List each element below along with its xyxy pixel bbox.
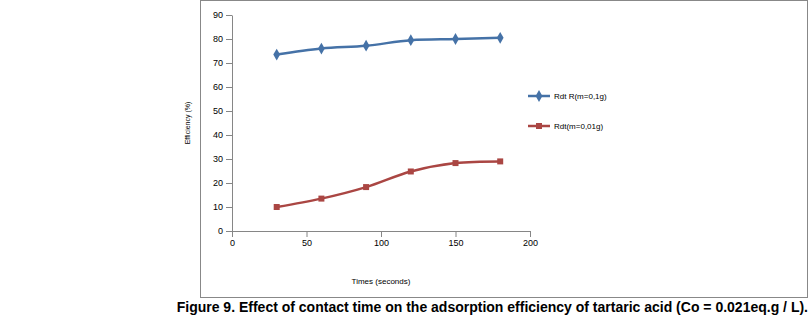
x-tick-mark: [232, 231, 233, 237]
x-tick-label: 0: [230, 238, 235, 248]
y-tick: 30: [213, 154, 232, 164]
y-tick-mark: [226, 207, 232, 208]
y-tick-mark: [226, 111, 232, 112]
x-tick-mark: [530, 231, 531, 237]
y-tick-label: 60: [213, 82, 223, 92]
legend-item: Rdt R(m=0,1g): [528, 90, 607, 102]
y-tick-label: 80: [213, 34, 223, 44]
series-marker: [408, 168, 414, 174]
y-tick-mark: [226, 63, 232, 64]
series-marker: [318, 196, 324, 202]
x-axis-title: Times (seconds): [352, 277, 411, 286]
y-tick-mark: [226, 135, 232, 136]
x-tick-label: 150: [448, 238, 463, 248]
series-line: [277, 161, 501, 207]
y-tick-mark: [226, 231, 232, 232]
y-tick-mark: [226, 39, 232, 40]
y-tick-label: 90: [213, 10, 223, 20]
y-tick-label: 30: [213, 154, 223, 164]
plot-marks: [273, 32, 503, 210]
y-tick: 50: [213, 106, 232, 116]
y-axis-title: Efficiency (%): [184, 102, 192, 145]
series-marker: [273, 49, 280, 61]
x-tick: 150: [448, 231, 463, 248]
y-tick-mark: [226, 159, 232, 160]
legend-label: Rdt(m=0,01g): [554, 122, 603, 131]
x-tick-mark: [456, 231, 457, 237]
series-marker: [497, 158, 503, 164]
y-axis: 0 10 20 30 40 50 60 70 80 90: [213, 10, 233, 236]
y-tick-label: 40: [213, 130, 223, 140]
x-tick: 200: [523, 231, 538, 248]
chart-frame: [201, 1, 808, 298]
legend-marker: [536, 90, 543, 102]
y-tick: 80: [213, 34, 232, 44]
legend-label: Rdt R(m=0,1g): [554, 92, 607, 101]
y-tick-label: 70: [213, 58, 223, 68]
y-tick-mark: [226, 183, 232, 184]
y-tick: 90: [213, 10, 232, 20]
y-tick-mark: [226, 15, 232, 16]
x-tick-label: 200: [523, 238, 538, 248]
series-marker: [453, 160, 459, 166]
series-line: [277, 38, 501, 55]
series-marker: [318, 43, 325, 55]
y-tick: 60: [213, 82, 232, 92]
series-marker: [407, 34, 414, 46]
y-tick-label: 20: [213, 178, 223, 188]
series-marker: [274, 204, 280, 210]
y-tick: 40: [213, 130, 232, 140]
x-tick-label: 100: [374, 238, 389, 248]
y-tick: 0: [218, 226, 232, 236]
x-tick: 0: [230, 231, 235, 248]
legend: Rdt R(m=0,1g) Rdt(m=0,01g): [528, 90, 607, 131]
series-marker: [497, 32, 504, 44]
legend-item: Rdt(m=0,01g): [528, 122, 603, 131]
caption: Figure 9. Effect of contact time on the …: [177, 299, 808, 315]
y-tick: 10: [213, 202, 232, 212]
y-tick: 70: [213, 58, 232, 68]
y-axis-line: [232, 16, 233, 232]
x-axis: 0 50 100 150 200: [230, 231, 538, 248]
x-tick-label: 50: [302, 238, 312, 248]
x-tick: 100: [374, 231, 389, 248]
x-tick-mark: [381, 231, 382, 237]
y-tick: 20: [213, 178, 232, 188]
y-tick-label: 50: [213, 106, 223, 116]
y-tick-label: 10: [213, 202, 223, 212]
x-tick-mark: [307, 231, 308, 237]
x-tick: 50: [302, 231, 312, 248]
legend-marker: [536, 123, 542, 129]
y-tick-label: 0: [218, 226, 223, 236]
series-marker: [452, 33, 459, 45]
series-marker: [363, 40, 370, 52]
y-tick-mark: [226, 87, 232, 88]
series-marker: [363, 184, 369, 190]
